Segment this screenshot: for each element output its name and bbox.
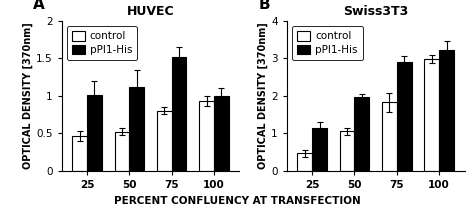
Text: B: B xyxy=(258,0,270,12)
Legend: control, pPI1-His: control, pPI1-His xyxy=(67,26,137,60)
Text: PERCENT CONFLUENCY AT TRANSFECTION: PERCENT CONFLUENCY AT TRANSFECTION xyxy=(114,196,360,206)
Y-axis label: OPTICAL DENSITY [370nm]: OPTICAL DENSITY [370nm] xyxy=(23,22,33,169)
Bar xyxy=(355,97,369,171)
Bar xyxy=(115,132,129,171)
Bar xyxy=(382,102,397,171)
Y-axis label: OPTICAL DENSITY [370nm]: OPTICAL DENSITY [370nm] xyxy=(258,22,268,169)
Bar xyxy=(199,101,214,171)
Bar xyxy=(157,111,172,171)
Bar xyxy=(312,128,327,171)
Bar xyxy=(397,62,411,171)
Bar xyxy=(297,153,312,171)
Bar xyxy=(87,95,102,171)
Bar xyxy=(424,59,439,171)
Legend: control, pPI1-His: control, pPI1-His xyxy=(292,26,363,60)
Bar xyxy=(72,136,87,171)
Text: A: A xyxy=(33,0,45,12)
Bar xyxy=(172,57,186,171)
Bar xyxy=(439,50,454,171)
Title: Swiss3T3: Swiss3T3 xyxy=(343,5,408,18)
Bar xyxy=(340,131,355,171)
Title: HUVEC: HUVEC xyxy=(127,5,174,18)
Bar xyxy=(129,87,144,171)
Bar xyxy=(214,96,229,171)
